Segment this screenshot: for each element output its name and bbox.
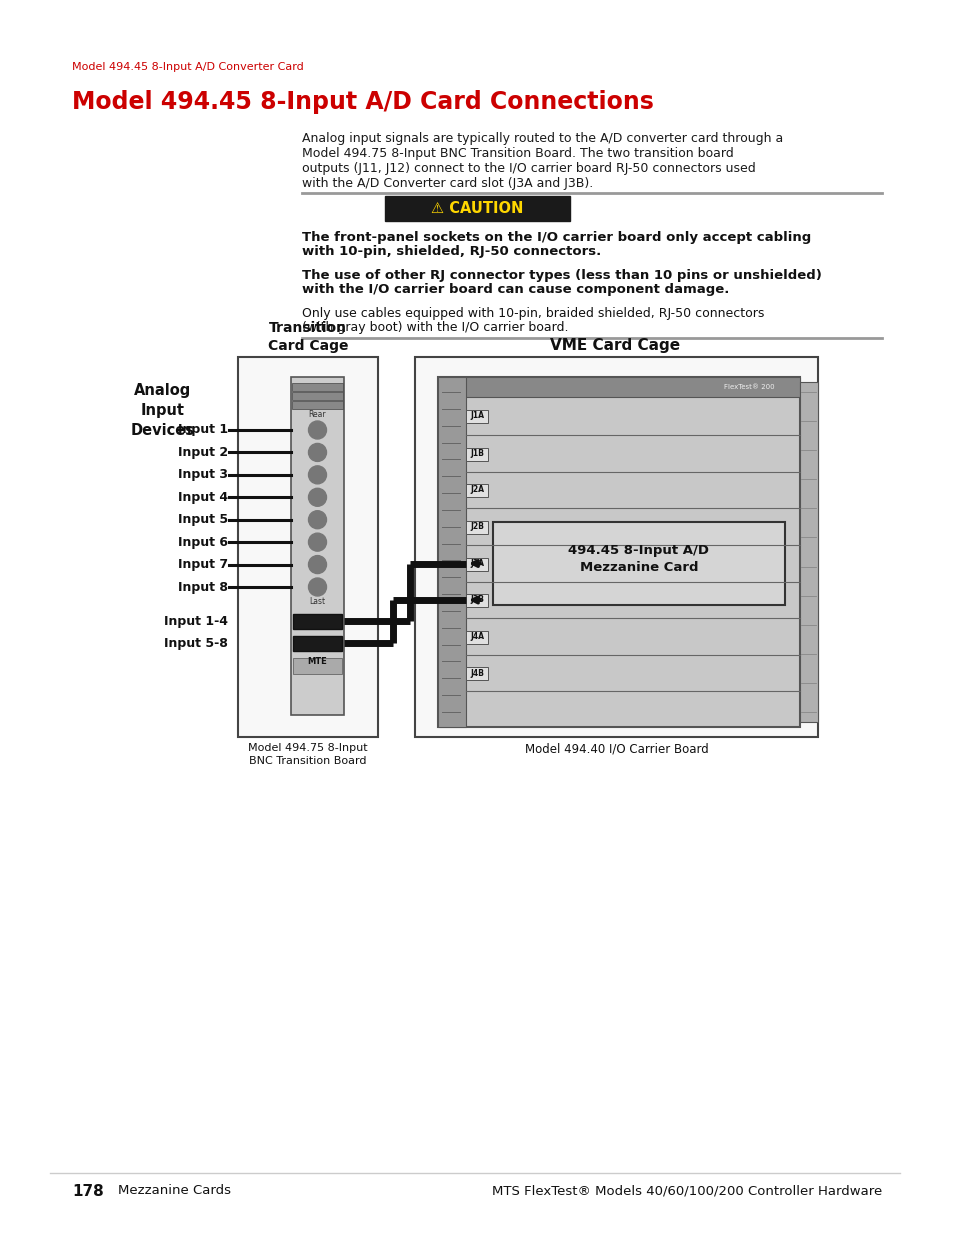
Circle shape (308, 578, 326, 597)
Text: J2A: J2A (470, 485, 483, 494)
Text: J4A: J4A (470, 632, 483, 641)
Bar (293, 636, 341, 651)
Circle shape (314, 562, 319, 567)
Bar (291, 377, 344, 715)
Circle shape (312, 514, 323, 526)
Bar (237, 357, 377, 737)
Bar (465, 447, 488, 461)
Text: Input 5-8: Input 5-8 (164, 636, 228, 650)
Circle shape (314, 495, 319, 500)
Bar (465, 520, 488, 534)
Bar (437, 377, 465, 727)
Text: MTE: MTE (307, 657, 327, 667)
Text: with 10-pin, shielded, RJ-50 connectors.: with 10-pin, shielded, RJ-50 connectors. (302, 245, 600, 258)
Circle shape (308, 511, 326, 529)
Text: Input 2: Input 2 (177, 446, 228, 459)
Text: Only use cables equipped with 10-pin, braided shielded, RJ-50 connectors: Only use cables equipped with 10-pin, br… (302, 308, 763, 320)
Bar (465, 594, 488, 606)
Circle shape (308, 443, 326, 462)
Text: Last: Last (309, 597, 325, 606)
Circle shape (314, 450, 319, 454)
Circle shape (314, 427, 319, 432)
Text: FlexTest® 200: FlexTest® 200 (723, 384, 774, 390)
Bar (465, 557, 488, 571)
Bar (800, 382, 817, 722)
Text: Model 494.45 8-Input A/D Card Connections: Model 494.45 8-Input A/D Card Connection… (71, 90, 653, 114)
Text: J3B: J3B (470, 595, 483, 604)
Circle shape (312, 446, 323, 458)
Circle shape (308, 488, 326, 506)
Circle shape (308, 421, 326, 438)
Bar (437, 377, 800, 396)
Circle shape (312, 580, 323, 593)
Text: (with gray boot) with the I/O carrier board.: (with gray boot) with the I/O carrier bo… (302, 321, 568, 333)
Bar (292, 391, 343, 400)
Text: Analog input signals are typically routed to the A/D converter card through a: Analog input signals are typically route… (302, 132, 782, 144)
Text: Input 6: Input 6 (178, 536, 228, 548)
Circle shape (312, 536, 323, 548)
Bar (385, 196, 569, 221)
Text: J1A: J1A (470, 411, 483, 420)
Circle shape (312, 558, 323, 571)
Text: The use of other RJ connector types (less than 10 pins or unshielded): The use of other RJ connector types (les… (302, 269, 821, 282)
Text: Analog
Input
Devices: Analog Input Devices (131, 383, 194, 437)
Bar (293, 658, 341, 674)
Bar (465, 667, 488, 680)
Bar (437, 377, 800, 727)
Text: ⚠ CAUTION: ⚠ CAUTION (431, 201, 523, 216)
Text: with the A/D Converter card slot (J3A and J3B).: with the A/D Converter card slot (J3A an… (302, 177, 593, 190)
Text: Model 494.40 I/O Carrier Board: Model 494.40 I/O Carrier Board (524, 743, 708, 756)
Text: Input 7: Input 7 (177, 558, 228, 571)
Text: Model 494.75 8-Input
BNC Transition Board: Model 494.75 8-Input BNC Transition Boar… (248, 743, 368, 766)
Bar (493, 521, 784, 605)
Bar (465, 410, 488, 424)
Bar (293, 614, 341, 629)
Text: with the I/O carrier board can cause component damage.: with the I/O carrier board can cause com… (302, 283, 729, 296)
Bar (292, 383, 343, 391)
Circle shape (308, 466, 326, 484)
Circle shape (312, 492, 323, 504)
Circle shape (314, 472, 319, 478)
Text: 494.45 8-Input A/D
Mezzanine Card: 494.45 8-Input A/D Mezzanine Card (568, 545, 709, 574)
Text: Model 494.45 8-Input A/D Converter Card: Model 494.45 8-Input A/D Converter Card (71, 62, 303, 72)
Text: Model 494.75 8-Input BNC Transition Board. The two transition board: Model 494.75 8-Input BNC Transition Boar… (302, 147, 733, 161)
Text: Rear: Rear (309, 410, 326, 419)
Text: Input 1: Input 1 (177, 424, 228, 436)
Text: J4B: J4B (470, 668, 483, 678)
Circle shape (312, 424, 323, 436)
Text: J2B: J2B (470, 522, 483, 531)
Text: J1B: J1B (470, 450, 483, 458)
Text: Transition
Card Cage: Transition Card Cage (268, 321, 348, 353)
Text: The front-panel sockets on the I/O carrier board only accept cabling: The front-panel sockets on the I/O carri… (302, 231, 810, 245)
Circle shape (308, 556, 326, 573)
Circle shape (312, 469, 323, 480)
Text: 178: 178 (71, 1183, 104, 1198)
Text: Input 8: Input 8 (178, 580, 228, 594)
Text: MTS FlexTest® Models 40/60/100/200 Controller Hardware: MTS FlexTest® Models 40/60/100/200 Contr… (491, 1184, 882, 1198)
Text: J3A: J3A (470, 559, 483, 568)
Text: Input 4: Input 4 (177, 490, 228, 504)
Text: Mezzanine Cards: Mezzanine Cards (118, 1184, 231, 1198)
Bar (415, 357, 817, 737)
Text: Input 1-4: Input 1-4 (164, 615, 228, 627)
Bar (292, 401, 343, 409)
Text: VME Card Cage: VME Card Cage (549, 338, 679, 353)
Circle shape (314, 584, 319, 589)
Circle shape (314, 517, 319, 522)
Text: Input 3: Input 3 (178, 468, 228, 482)
Text: Input 5: Input 5 (177, 514, 228, 526)
Circle shape (314, 540, 319, 545)
Bar (465, 631, 488, 643)
Circle shape (308, 534, 326, 551)
Bar (465, 484, 488, 496)
Text: outputs (J11, J12) connect to the I/O carrier board RJ-50 connectors used: outputs (J11, J12) connect to the I/O ca… (302, 162, 755, 175)
